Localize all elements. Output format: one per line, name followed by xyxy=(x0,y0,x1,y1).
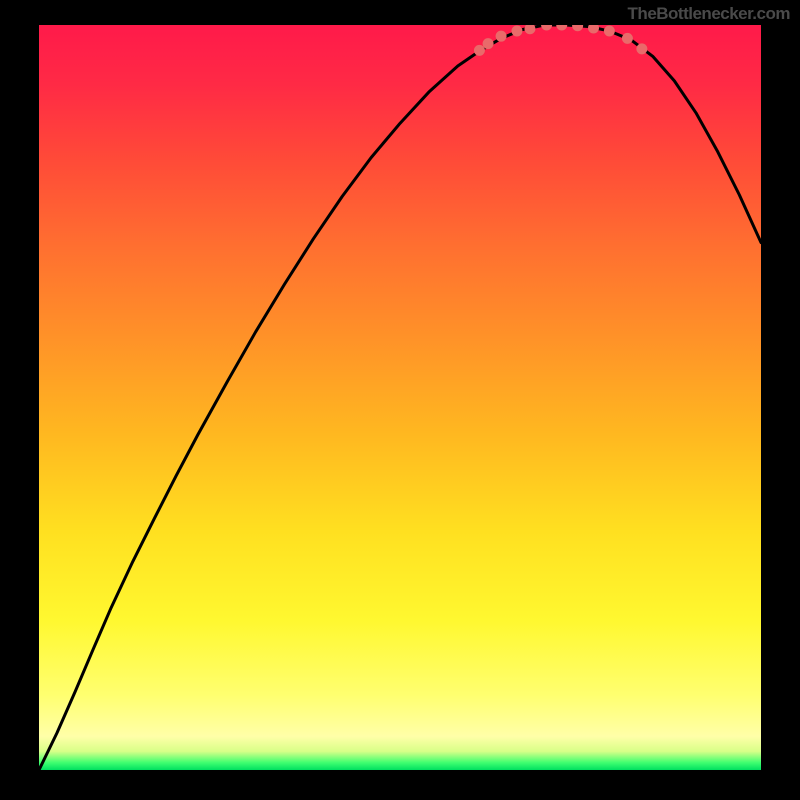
data-point xyxy=(496,31,507,42)
data-point xyxy=(474,45,485,56)
data-point xyxy=(636,43,647,54)
chart-container: TheBottlenecker.com xyxy=(0,0,800,800)
data-point xyxy=(622,33,633,44)
gradient-background xyxy=(39,25,761,770)
gradient-curve-chart xyxy=(39,25,761,770)
plot-area xyxy=(39,25,761,770)
attribution-text: TheBottlenecker.com xyxy=(628,4,790,24)
data-point xyxy=(604,25,615,36)
data-point xyxy=(483,38,494,49)
data-point xyxy=(511,25,522,36)
